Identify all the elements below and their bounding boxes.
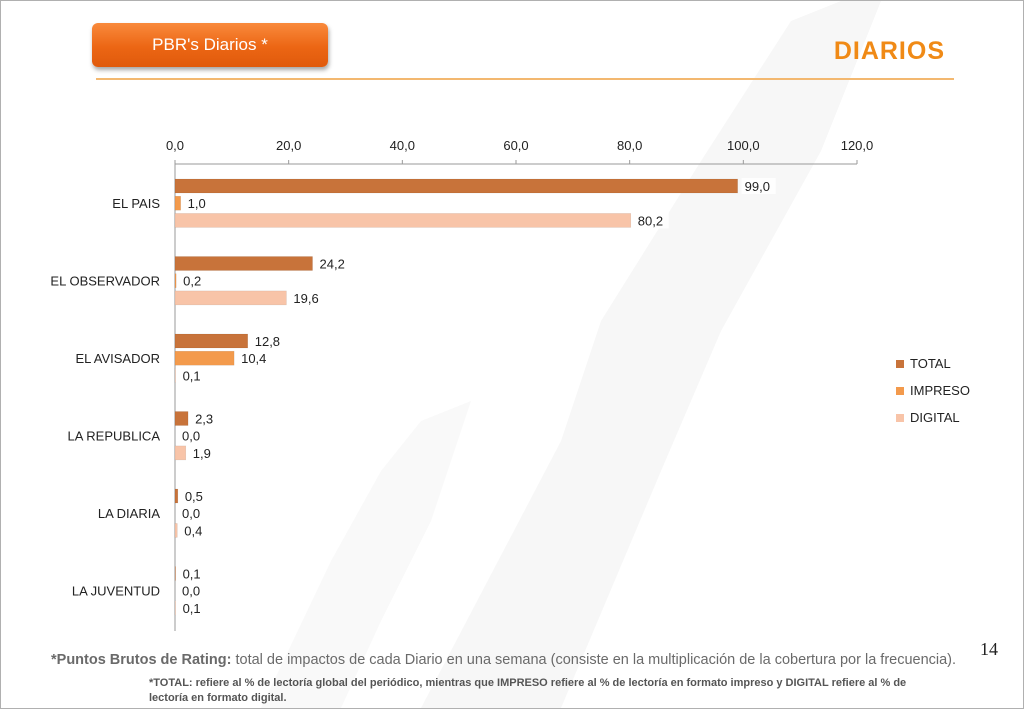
data-label-total: 24,2 <box>320 257 345 272</box>
category-label: LA REPUBLICA <box>68 429 161 444</box>
data-label-digital: 0,4 <box>184 523 202 538</box>
data-label-impreso: 10,4 <box>241 351 266 366</box>
bar-digital <box>174 445 187 461</box>
data-label-impreso: 0,0 <box>182 429 200 444</box>
bar-digital <box>174 523 178 538</box>
x-tick-label: 40,0 <box>390 138 415 153</box>
header-divider <box>96 78 954 80</box>
bar-total <box>174 566 176 581</box>
bar-digital <box>174 290 287 306</box>
bar-total <box>174 411 189 426</box>
bar-impreso <box>174 195 181 211</box>
data-label-bg <box>192 410 227 427</box>
data-label-bg <box>238 350 273 367</box>
chart-legend: TOTAL IMPRESO DIGITAL <box>896 350 970 431</box>
data-label-total: 0,1 <box>183 567 201 582</box>
data-label-bg <box>179 367 214 384</box>
page-title: DIARIOS <box>833 37 945 65</box>
bar-total <box>174 333 248 349</box>
category-label: EL PAIS <box>112 196 160 211</box>
category-label: EL OBSERVADOR <box>50 274 160 289</box>
page-number: 14 <box>980 639 998 659</box>
data-label-bg <box>179 427 213 444</box>
bar-total <box>174 178 738 194</box>
data-label-total: 12,8 <box>255 334 280 349</box>
data-label-total: 99,0 <box>745 179 770 194</box>
data-label-impreso: 0,0 <box>182 506 200 521</box>
data-label-bg <box>179 565 214 582</box>
data-label-bg <box>180 272 215 289</box>
data-label-bg <box>741 178 776 194</box>
bar-total <box>174 256 313 271</box>
x-tick-label: 60,0 <box>503 138 528 153</box>
data-label-impreso: 0,0 <box>182 584 200 599</box>
x-tick-label: 20,0 <box>276 138 301 153</box>
footnote-main: *Puntos Brutos de Rating: total de impac… <box>51 651 961 669</box>
data-label-total: 2,3 <box>195 412 213 427</box>
data-label-impreso: 1,0 <box>188 196 206 211</box>
legend-item-total: TOTAL <box>896 350 970 377</box>
data-label-bg <box>179 599 214 616</box>
category-label: EL AVISADOR <box>75 351 160 366</box>
footnote-term: *Puntos Brutos de Rating: <box>51 652 232 668</box>
data-label-bg <box>251 333 286 349</box>
x-tick-label: 100,0 <box>727 138 760 153</box>
legend-swatch-impreso <box>896 386 904 395</box>
data-label-digital: 0,1 <box>183 601 201 616</box>
data-label-digital: 1,9 <box>193 446 211 461</box>
data-label-digital: 19,6 <box>293 291 318 306</box>
data-label-bg <box>290 289 325 306</box>
x-tick-label: 0,0 <box>166 138 184 153</box>
x-tick-label: 120,0 <box>841 138 874 153</box>
bar-impreso <box>174 273 177 288</box>
bar-digital <box>174 213 632 228</box>
bar-impreso <box>174 350 235 366</box>
bar-total <box>174 488 179 504</box>
legend-item-digital: DIGITAL <box>896 404 970 431</box>
data-label-bg <box>179 582 213 599</box>
data-label-total: 0,5 <box>185 489 203 504</box>
data-label-impreso: 0,2 <box>183 274 201 289</box>
legend-swatch-total <box>896 359 904 368</box>
legend-swatch-digital <box>896 413 904 422</box>
legend-label-total: TOTAL <box>910 356 951 371</box>
bar-digital <box>174 600 176 616</box>
data-label-bg <box>184 195 219 212</box>
header-badge: PBR's Diarios * <box>92 23 328 67</box>
data-label-bg <box>316 255 351 272</box>
category-label: LA DIARIA <box>98 506 160 521</box>
category-label: LA JUVENTUD <box>72 584 160 599</box>
data-label-bg <box>181 488 216 504</box>
footnote-sub: *TOTAL: refiere al % de lectoría global … <box>149 677 907 704</box>
data-label-bg <box>634 212 669 229</box>
data-label-digital: 80,2 <box>638 213 663 228</box>
legend-item-impreso: IMPRESO <box>896 377 970 404</box>
footnote-text: total de impactos de cada Diario en una … <box>231 652 957 668</box>
data-label-digital: 0,1 <box>183 368 201 383</box>
bar-chart: 0,0 20,0 40,0 60,0 80,0 100,0 120,0 EL PAIS 99,0… <box>50 138 874 631</box>
data-label-bg <box>179 505 213 522</box>
legend-label-digital: DIGITAL <box>910 410 960 425</box>
bar-digital <box>174 368 176 383</box>
x-tick-label: 80,0 <box>617 138 642 153</box>
legend-label-impreso: IMPRESO <box>910 383 970 398</box>
data-label-bg <box>189 444 224 461</box>
data-label-bg <box>181 522 216 539</box>
